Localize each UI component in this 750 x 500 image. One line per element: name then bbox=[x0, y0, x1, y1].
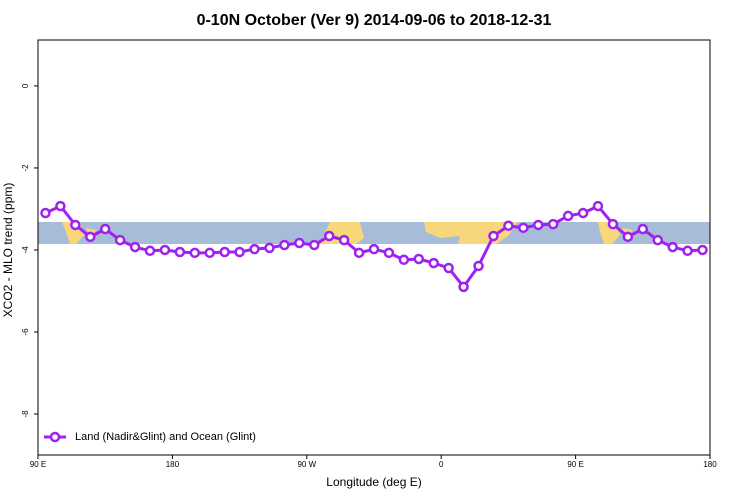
point bbox=[85, 231, 96, 243]
point bbox=[697, 244, 708, 256]
point bbox=[174, 246, 186, 258]
point bbox=[40, 207, 51, 219]
point bbox=[488, 230, 499, 242]
point bbox=[562, 210, 574, 222]
x-tick-label: 90 E bbox=[567, 460, 583, 469]
legend-label: Land (Nadir&Glint) and Ocean (Glint) bbox=[75, 431, 256, 443]
point bbox=[458, 281, 469, 293]
point bbox=[383, 247, 395, 259]
x-tick-label: 180 bbox=[703, 460, 717, 469]
point bbox=[592, 200, 604, 212]
point bbox=[309, 239, 320, 251]
point bbox=[129, 241, 141, 253]
point bbox=[114, 234, 126, 246]
x-tick-label: 90 E bbox=[30, 460, 46, 469]
x-tick-label: 180 bbox=[166, 460, 180, 469]
point bbox=[518, 222, 529, 234]
y-axis-label: XCO2 - MLO trend (ppm) bbox=[1, 183, 15, 318]
point bbox=[323, 230, 335, 242]
x-tick-label: 90 W bbox=[297, 460, 316, 469]
point bbox=[398, 254, 410, 266]
point bbox=[652, 234, 663, 246]
x-tick-label: 0 bbox=[439, 460, 444, 469]
point bbox=[234, 246, 245, 258]
point bbox=[294, 237, 305, 249]
x-axis-label: Longitude (deg E) bbox=[326, 475, 421, 489]
y-tick-label: -8 bbox=[21, 410, 30, 418]
legend-marker bbox=[49, 431, 61, 443]
point bbox=[338, 234, 350, 246]
point bbox=[264, 242, 275, 254]
point bbox=[622, 231, 634, 243]
point bbox=[99, 223, 111, 235]
y-tick-label: -6 bbox=[21, 328, 30, 336]
point bbox=[279, 239, 290, 251]
y-tick-label: 0 bbox=[21, 83, 30, 88]
point bbox=[428, 257, 439, 269]
point bbox=[473, 260, 484, 272]
point bbox=[189, 247, 201, 259]
point bbox=[667, 241, 678, 253]
point bbox=[547, 218, 559, 230]
point bbox=[144, 245, 156, 257]
y-tick-label: -2 bbox=[21, 164, 30, 172]
point bbox=[682, 245, 693, 257]
point bbox=[159, 244, 171, 256]
point bbox=[607, 218, 619, 230]
point bbox=[637, 223, 649, 235]
point bbox=[577, 207, 589, 219]
point bbox=[70, 219, 81, 231]
point bbox=[204, 247, 215, 259]
point bbox=[443, 262, 454, 274]
point bbox=[368, 243, 380, 255]
point bbox=[249, 243, 260, 255]
y-tick-label: -4 bbox=[21, 246, 30, 254]
point bbox=[533, 219, 544, 231]
point bbox=[413, 253, 425, 265]
chart-title: 0-10N October (Ver 9) 2014-09-06 to 2018… bbox=[197, 12, 552, 29]
point bbox=[55, 200, 66, 212]
point bbox=[503, 220, 514, 232]
point bbox=[353, 247, 365, 259]
plot-frame bbox=[37, 39, 711, 456]
point bbox=[219, 246, 230, 258]
